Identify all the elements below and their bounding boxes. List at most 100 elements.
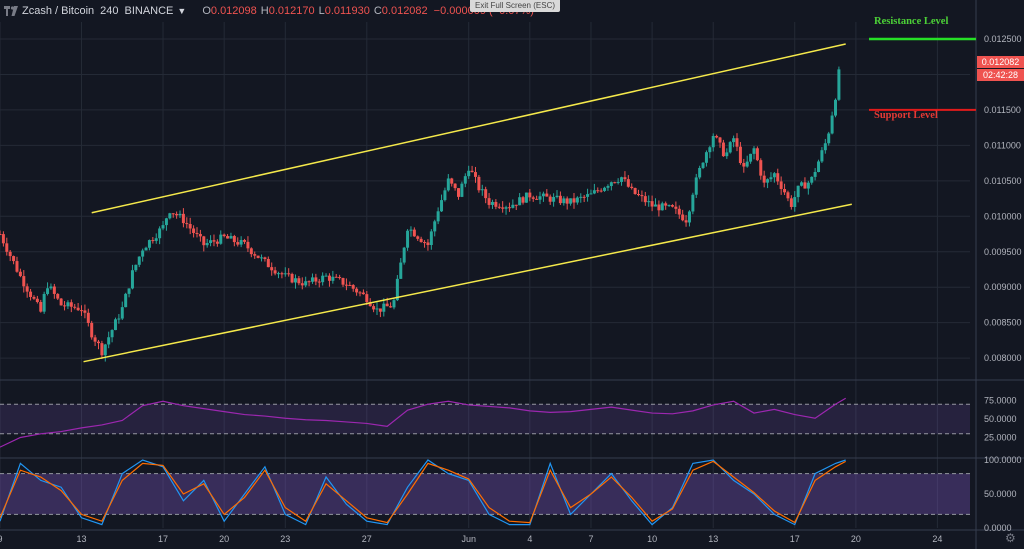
candle-body[interactable] [582, 196, 586, 198]
candle-body[interactable] [236, 242, 240, 245]
candle-body[interactable] [310, 277, 314, 282]
candle-body[interactable] [226, 236, 230, 239]
candle-body[interactable] [351, 285, 355, 289]
candle-body[interactable] [18, 271, 22, 277]
candle-body[interactable] [606, 186, 610, 188]
candle-body[interactable] [304, 281, 308, 286]
candle-body[interactable] [256, 255, 260, 258]
candle-body[interactable] [232, 236, 236, 243]
candle-body[interactable] [487, 198, 491, 205]
candle-body[interactable] [721, 142, 725, 157]
candle-body[interactable] [749, 153, 753, 162]
candle-body[interactable] [113, 319, 117, 331]
candle-body[interactable] [253, 254, 257, 256]
candle-body[interactable] [738, 146, 742, 163]
candle-body[interactable] [494, 201, 498, 207]
candle-body[interactable] [110, 330, 114, 338]
candle-body[interactable] [759, 160, 763, 176]
candle-body[interactable] [592, 190, 596, 194]
candle-body[interactable] [358, 292, 362, 294]
rsi-panel[interactable] [0, 397, 970, 448]
candle-body[interactable] [660, 203, 664, 211]
candle-body[interactable] [314, 277, 318, 282]
candle-body[interactable] [86, 312, 90, 323]
candle-body[interactable] [344, 284, 348, 286]
candle-body[interactable] [783, 188, 787, 193]
candle-body[interactable] [538, 196, 542, 200]
candle-body[interactable] [134, 264, 138, 271]
candle-body[interactable] [124, 293, 128, 308]
candle-body[interactable] [192, 228, 196, 233]
candle-body[interactable] [463, 176, 467, 184]
candle-body[interactable] [49, 286, 53, 289]
candle-body[interactable] [277, 273, 281, 275]
candle-body[interactable] [66, 302, 70, 307]
candle-body[interactable] [219, 234, 223, 244]
candle-body[interactable] [769, 177, 773, 180]
candle-body[interactable] [290, 273, 294, 283]
candle-body[interactable] [657, 204, 661, 211]
candle-body[interactable] [433, 221, 437, 232]
candle-body[interactable] [440, 200, 444, 212]
candle-body[interactable] [297, 278, 301, 284]
candle-body[interactable] [579, 196, 583, 198]
candle-body[interactable] [450, 178, 454, 184]
candle-body[interactable] [212, 240, 216, 242]
candle-body[interactable] [412, 229, 416, 237]
candle-body[interactable] [800, 182, 804, 186]
candle-body[interactable] [521, 197, 525, 203]
candle-body[interactable] [239, 240, 243, 245]
candle-body[interactable] [334, 276, 338, 278]
candle-body[interactable] [460, 183, 464, 197]
candle-body[interactable] [171, 213, 175, 215]
candle-body[interactable] [93, 337, 97, 342]
candle-body[interactable] [664, 203, 668, 206]
candle-body[interactable] [73, 306, 77, 308]
candle-body[interactable] [338, 277, 342, 279]
candle-body[interactable] [324, 275, 328, 277]
candle-body[interactable] [341, 278, 345, 285]
candle-body[interactable] [1, 234, 5, 244]
candle-body[interactable] [572, 198, 576, 203]
candle-body[interactable] [181, 213, 185, 224]
candle-body[interactable] [39, 302, 43, 312]
candle-body[interactable] [535, 198, 539, 200]
candle-body[interactable] [107, 337, 111, 345]
candle-body[interactable] [280, 273, 284, 275]
candle-body[interactable] [222, 234, 226, 237]
candle-body[interactable] [215, 241, 219, 244]
candle-body[interactable] [175, 213, 179, 216]
candle-body[interactable] [670, 205, 674, 207]
candle-body[interactable] [389, 306, 393, 308]
candle-body[interactable] [46, 288, 50, 294]
candle-body[interactable] [127, 288, 131, 294]
candle-body[interactable] [637, 193, 641, 196]
candle-body[interactable] [395, 278, 399, 301]
candle-body[interactable] [806, 182, 810, 189]
candle-body[interactable] [694, 177, 698, 195]
candle-body[interactable] [623, 177, 627, 180]
candle-body[interactable] [518, 197, 522, 206]
candle-body[interactable] [249, 248, 253, 255]
candle-body[interactable] [178, 213, 182, 216]
candle-body[interactable] [56, 293, 60, 299]
candle-body[interactable] [327, 275, 331, 281]
candle-body[interactable] [151, 240, 155, 242]
stoch-d-line[interactable] [0, 460, 846, 524]
candle-body[interactable] [382, 303, 386, 312]
candle-body[interactable] [589, 193, 593, 195]
candle-body[interactable] [96, 341, 100, 344]
candle-body[interactable] [80, 310, 84, 312]
candle-body[interactable] [541, 193, 545, 197]
candle-body[interactable] [378, 308, 382, 312]
candle-body[interactable] [728, 142, 732, 153]
candle-body[interactable] [416, 236, 420, 239]
candle-body[interactable] [827, 133, 831, 144]
candle-body[interactable] [423, 242, 427, 244]
candle-body[interactable] [779, 181, 783, 189]
candle-body[interactable] [90, 322, 94, 338]
candle-body[interactable] [813, 172, 817, 177]
candle-body[interactable] [511, 204, 515, 208]
candle-body[interactable] [762, 175, 766, 183]
